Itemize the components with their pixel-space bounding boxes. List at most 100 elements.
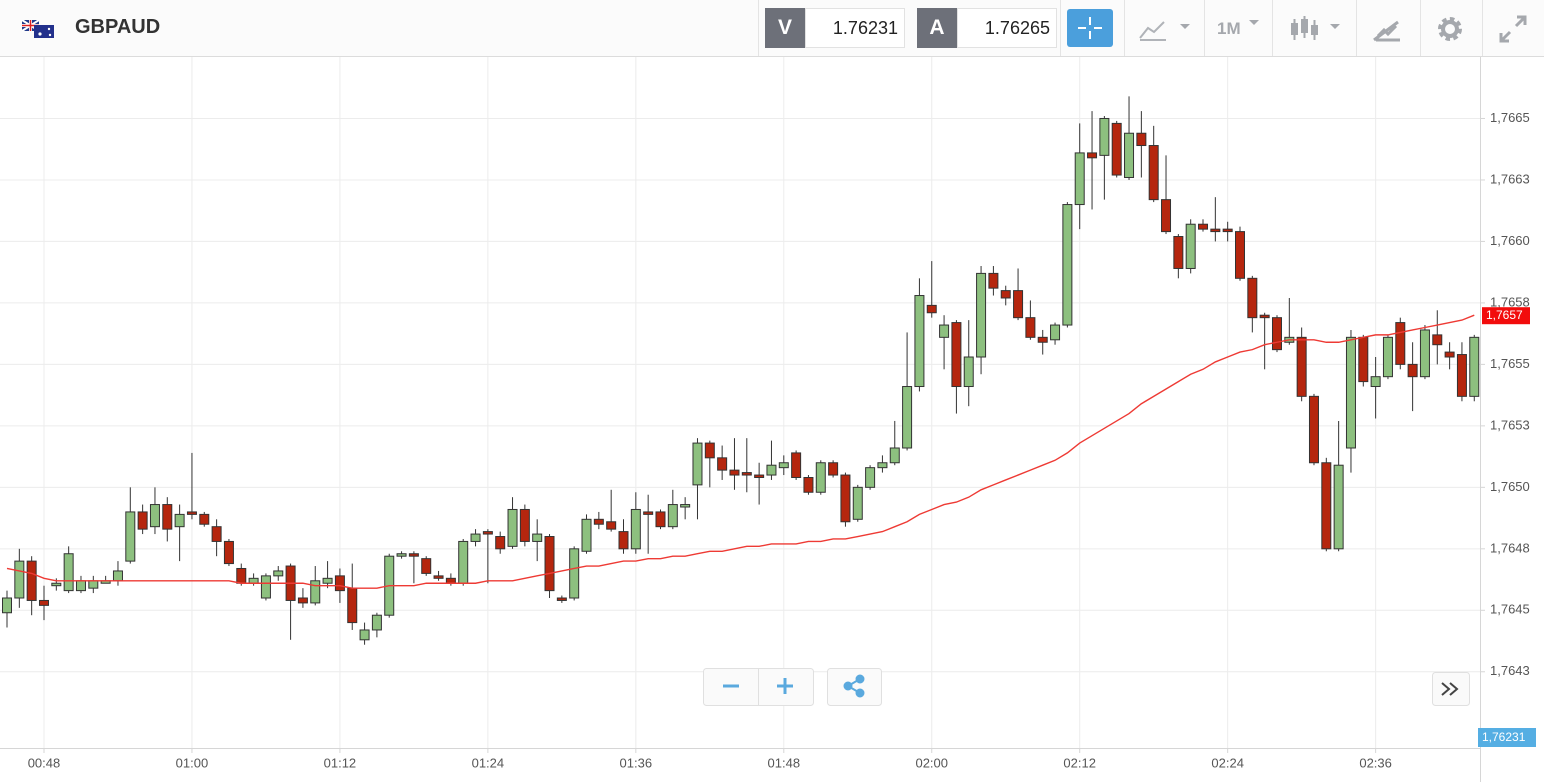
plot	[2, 96, 1480, 645]
candle-body	[1235, 231, 1245, 279]
timeframe-caret	[1249, 20, 1259, 25]
candle-body	[1247, 277, 1258, 319]
share-button[interactable]	[827, 668, 882, 706]
candle-body	[1271, 317, 1282, 351]
candle-body	[322, 577, 333, 584]
candle-body	[236, 567, 247, 584]
axes: 1,7665 1,7663 1,7660 1,7658 1,7655 1,7653 1,76…	[28, 110, 1536, 770]
zoom-controls	[703, 668, 1470, 706]
candle-body	[976, 272, 987, 358]
candle-body	[396, 553, 407, 557]
candle-body	[248, 577, 259, 584]
x-tick-label: 01:00	[176, 755, 209, 770]
candle-body	[1469, 336, 1480, 397]
candle-body	[88, 580, 99, 589]
candle-body	[482, 531, 493, 535]
candle-body	[14, 560, 25, 599]
candle-body	[273, 570, 284, 577]
candle-body	[1062, 204, 1073, 326]
candle-body	[421, 558, 432, 574]
candle-body	[1210, 228, 1221, 233]
candle-body	[556, 597, 567, 601]
sell-label[interactable]: V	[765, 8, 805, 48]
scroll-end-icon	[1441, 682, 1459, 696]
candle-body	[470, 533, 481, 542]
crosshair-button[interactable]	[1067, 9, 1113, 47]
last-value-label: 1,7657	[1486, 308, 1523, 322]
candle-body	[939, 324, 950, 338]
candle-body	[803, 477, 814, 493]
y-tick-label: 1,7650	[1490, 479, 1530, 494]
y-tick-label: 1,7665	[1490, 110, 1530, 125]
grid	[0, 57, 1480, 748]
x-tick-label: 02:24	[1211, 755, 1244, 770]
candle-body	[1259, 314, 1270, 319]
candle-body	[1444, 351, 1455, 358]
candle-body	[149, 504, 160, 528]
candle-body	[618, 531, 629, 550]
candle-body	[347, 587, 358, 624]
candle-body	[643, 511, 654, 515]
x-tick-label: 01:36	[620, 755, 653, 770]
candle-body	[1419, 329, 1430, 378]
candle-body	[852, 486, 863, 520]
candle-body	[359, 629, 370, 641]
candle-body	[1124, 132, 1135, 178]
candle-body	[655, 511, 666, 528]
candle-body	[902, 386, 913, 449]
candle-body	[51, 582, 62, 587]
timeframe[interactable]: 1M	[1217, 19, 1241, 38]
fullscreen-button[interactable]	[1498, 14, 1528, 44]
candle-body	[310, 580, 321, 604]
candle-body	[433, 575, 444, 579]
separator	[758, 0, 759, 56]
buy-price[interactable]: 1.76265	[957, 8, 1057, 48]
candle-body	[1099, 117, 1110, 156]
candle-body	[766, 464, 777, 476]
candle-body	[38, 599, 49, 606]
candle-body	[1136, 132, 1147, 147]
candle-body	[1456, 354, 1467, 397]
candle-body	[1358, 336, 1369, 383]
zoom-in[interactable]	[777, 678, 793, 694]
scroll-end-button[interactable]	[1432, 672, 1470, 706]
candle-body	[828, 462, 839, 476]
candle-body	[951, 322, 962, 388]
separator	[1060, 0, 1061, 56]
candle-body	[877, 462, 888, 469]
x-tick-label: 02:12	[1063, 755, 1096, 770]
candle-body	[199, 513, 210, 525]
candle-body	[1000, 290, 1011, 299]
candle-body	[1198, 223, 1209, 230]
candle-body	[112, 570, 123, 582]
candle-body	[297, 597, 308, 604]
candle-body	[445, 577, 456, 584]
candle-body	[334, 575, 345, 592]
candle-body	[865, 467, 876, 488]
candle-body	[630, 508, 641, 550]
candle-body	[137, 511, 148, 530]
settings-button[interactable]	[1436, 15, 1466, 45]
candle-body	[260, 575, 271, 599]
drawing-tools-button[interactable]	[1372, 14, 1402, 44]
candle-style-button[interactable]	[1290, 14, 1346, 44]
candle-body	[26, 560, 37, 601]
moving-average-line	[6, 314, 1475, 589]
candle-body	[1037, 336, 1048, 343]
candle-body	[593, 518, 604, 525]
y-tick-label: 1,7643	[1490, 663, 1530, 678]
candle-body	[778, 462, 789, 469]
y-tick-label: 1,7658	[1490, 294, 1530, 309]
separator	[1420, 0, 1421, 56]
buy-label[interactable]: A	[917, 8, 957, 48]
chart-type-button[interactable]	[1138, 16, 1194, 42]
candle-body	[1222, 228, 1233, 233]
candle-body	[840, 474, 851, 523]
sell-price[interactable]: 1.76231	[805, 8, 905, 48]
candle-body	[1185, 223, 1196, 269]
candle-body	[519, 508, 530, 542]
candle-body	[2, 597, 12, 614]
x-tick-label: 01:48	[768, 755, 801, 770]
x-tick-label: 01:24	[472, 755, 505, 770]
